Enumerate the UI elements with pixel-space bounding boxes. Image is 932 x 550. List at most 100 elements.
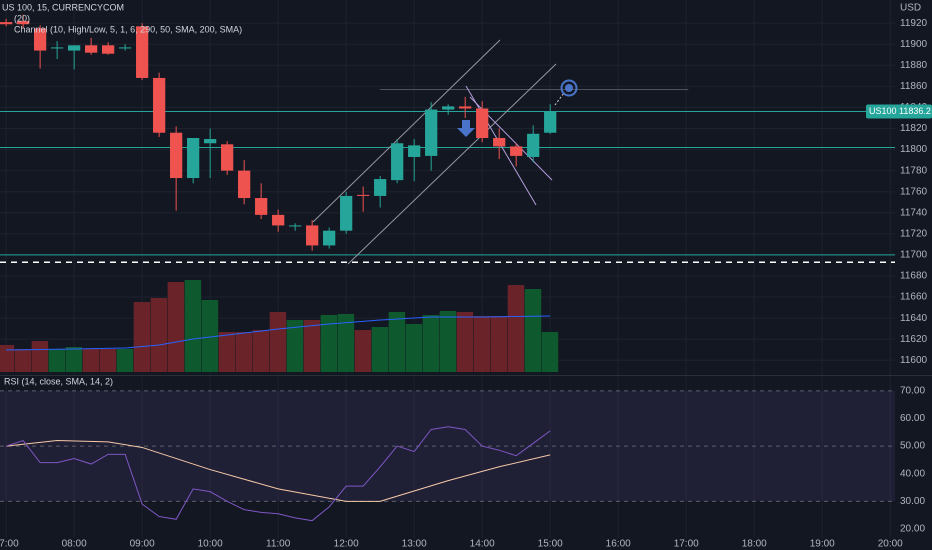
candle-body [51, 47, 64, 49]
drawings [312, 39, 557, 265]
x-tick-label: 15:00 [538, 539, 563, 550]
volume-bar [388, 312, 406, 372]
candle-body [68, 45, 81, 51]
candle-body [340, 195, 353, 231]
candle-body [527, 133, 540, 157]
volume-bar [320, 315, 338, 372]
price-lines [0, 89, 895, 264]
candle-body [306, 225, 319, 246]
volume-bar [422, 315, 440, 372]
projection-dots [554, 92, 565, 106]
volume-bar [235, 332, 253, 372]
candle-body [476, 108, 489, 138]
price-tag-symbol: US100 [869, 106, 897, 116]
volume [0, 280, 559, 372]
volume-bar [405, 324, 423, 372]
volume-bar [31, 341, 49, 372]
x-tick-label: 18:00 [742, 539, 767, 550]
volume-bar [269, 312, 287, 372]
y-tick-label: 11720 [900, 228, 928, 239]
down-arrow [457, 120, 475, 137]
rsi-pane [0, 390, 895, 522]
x-tick-label: 17:00 [674, 539, 699, 550]
volume-bar [354, 330, 372, 372]
candle-body [442, 106, 455, 110]
y-tick-label: 11820 [900, 123, 928, 134]
volume-bar [252, 330, 270, 372]
y-tick-label: 11620 [900, 334, 928, 345]
axes: 07:00 08:00 09:00 10:00 11:00 12:00 13:00 14:00… [0, 18, 932, 550]
candle-body [408, 145, 421, 157]
y-tick-label: 11800 [900, 144, 928, 155]
x-tick-label: 08:00 [62, 539, 87, 550]
y-tick-label: 11700 [900, 250, 928, 261]
y-tick-label: 11640 [900, 313, 928, 324]
volume-bar [116, 349, 134, 372]
candle-body [425, 109, 438, 156]
volume-bar [0, 345, 15, 372]
x-tick-label: 19:00 [810, 539, 835, 550]
x-tick-label: 11:00 [266, 539, 291, 550]
rsi-tick-label: 60.00 [900, 413, 925, 424]
y-tick-label: 11920 [900, 18, 928, 29]
chart-title: US 100, 15, CURRENCYCOM [2, 2, 124, 12]
volume-bar [14, 349, 32, 372]
x-tick-label: 10:00 [198, 539, 223, 550]
y-tick-label: 11880 [900, 60, 928, 71]
p-marker-dot [565, 84, 573, 92]
candle-body [238, 170, 251, 199]
volume-bar [48, 349, 66, 372]
volume-bar [150, 298, 168, 372]
candle-body [255, 198, 268, 215]
volume-bar [184, 280, 202, 372]
markers [457, 79, 578, 137]
candle-body [374, 179, 387, 196]
legend: US 100, 15, CURRENCYCOM (20) Channel (10… [2, 2, 921, 386]
channel-upper [312, 39, 501, 223]
candles [0, 14, 557, 251]
y-tick-label: 11860 [900, 81, 928, 92]
candle-body [544, 111, 557, 133]
y-tick-label: 11780 [900, 165, 928, 176]
candle-body [510, 146, 523, 156]
volume-bar [490, 316, 508, 372]
x-tick-label: 13:00 [402, 539, 427, 550]
volume-bar [524, 289, 542, 372]
volume-bar [337, 314, 355, 372]
y-tick-label: 11660 [900, 292, 928, 303]
rsi-tick-label: 70.00 [900, 385, 925, 396]
candle-body [204, 139, 217, 144]
candle-body [153, 77, 166, 133]
rsi-line [5, 426, 551, 522]
candle-body [187, 137, 200, 179]
x-tick-label: 07:00 [0, 539, 19, 550]
volume-bar [65, 347, 83, 372]
volume-bar [541, 332, 559, 372]
volume-bar [99, 349, 117, 372]
x-tick-label: 09:00 [130, 539, 155, 550]
price-tag-value: 11836.2 [899, 106, 931, 116]
candle-body [272, 214, 285, 226]
volume-bar [167, 282, 185, 372]
candle-body [289, 225, 302, 227]
p-marker [560, 79, 578, 97]
volume-bar [286, 320, 304, 372]
y-tick-label: 11740 [900, 207, 928, 218]
candle-body [34, 28, 47, 51]
volume-bar [473, 316, 491, 372]
channel-lower [347, 63, 557, 265]
candle-body [323, 230, 336, 246]
legend-line: (20) [14, 13, 30, 23]
rsi-tick-label: 50.00 [900, 441, 925, 452]
candle-body [391, 143, 404, 181]
rsi-ma-line [6, 440, 551, 502]
volume-bar [133, 302, 151, 372]
candle-body [0, 22, 13, 25]
volume-bar [439, 311, 457, 372]
candle-body [221, 144, 234, 171]
y-tick-label: 11900 [900, 39, 928, 50]
volume-bar [201, 300, 219, 372]
rsi-tick-label: 30.00 [900, 496, 925, 507]
